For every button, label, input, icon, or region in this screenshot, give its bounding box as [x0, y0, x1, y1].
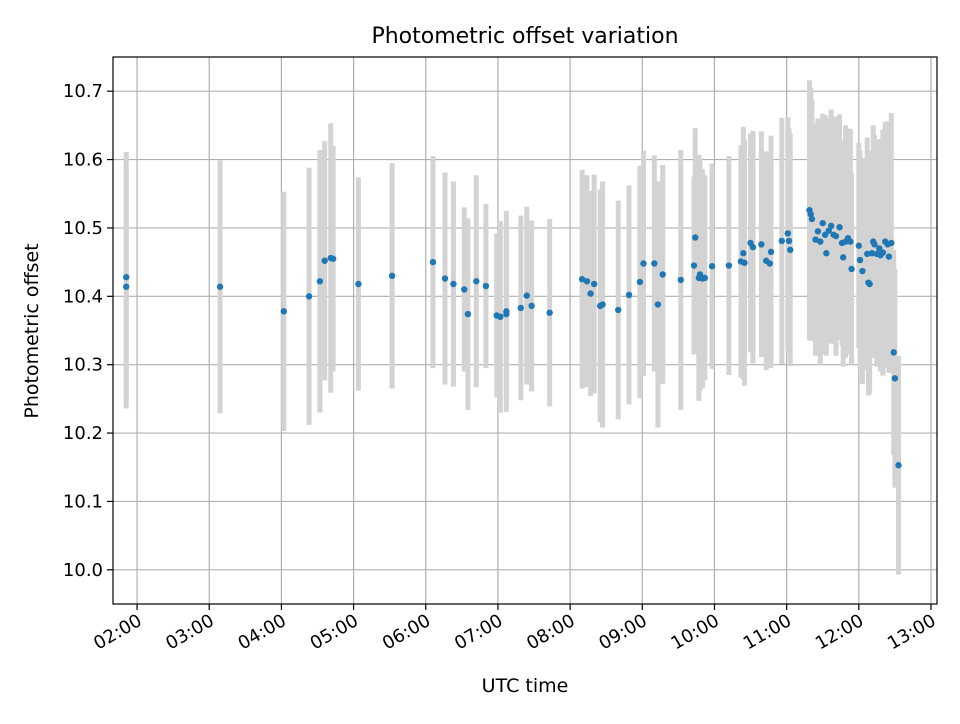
data-point	[677, 276, 684, 284]
data-point	[817, 238, 824, 245]
data-point	[216, 283, 224, 290]
data-point	[546, 309, 553, 316]
data-point	[517, 304, 524, 312]
data-point	[856, 256, 864, 264]
data-point	[321, 257, 328, 264]
data-point	[123, 273, 130, 281]
data-point	[659, 271, 666, 278]
y-tick-label: 10.0	[63, 560, 103, 581]
data-point	[891, 375, 899, 382]
data-point	[497, 313, 504, 321]
data-point	[787, 246, 794, 254]
y-tick-label: 10.5	[63, 218, 103, 239]
data-point	[651, 260, 658, 267]
data-point	[888, 239, 895, 247]
data-point	[827, 222, 835, 230]
data-point	[590, 280, 598, 288]
data-point	[832, 232, 840, 240]
data-point	[503, 310, 510, 318]
data-point	[885, 253, 893, 260]
data-point	[864, 250, 871, 258]
data-point	[280, 308, 288, 315]
data-point	[725, 262, 733, 269]
data-point	[523, 292, 531, 299]
data-point	[821, 231, 829, 238]
data-point	[758, 241, 765, 248]
data-point	[890, 349, 897, 356]
data-point	[690, 262, 698, 269]
data-point	[123, 283, 130, 290]
data-point	[785, 237, 793, 245]
data-point	[823, 250, 830, 257]
data-point	[868, 250, 876, 257]
data-point	[807, 211, 814, 218]
y-axis-label: Photometric offset	[21, 243, 43, 418]
data-point	[740, 250, 747, 257]
y-tick-label: 10.2	[63, 423, 103, 444]
data-point	[599, 301, 606, 308]
data-point	[741, 259, 748, 267]
data-point	[701, 274, 709, 282]
data-point	[583, 278, 591, 285]
data-point	[528, 302, 535, 310]
data-point	[819, 219, 826, 227]
data-point	[429, 258, 437, 266]
y-axis-ticks: 10.0 10.1 10.2 10.3 10.4 10.5 10.6 10.7	[63, 81, 113, 581]
y-tick-label: 10.1	[63, 491, 103, 512]
data-point	[450, 280, 457, 288]
y-tick-label: 10.7	[63, 81, 103, 102]
data-point	[578, 276, 586, 283]
data-point	[848, 265, 855, 273]
data-point	[847, 238, 854, 245]
data-point	[464, 310, 472, 318]
plot-area-frame	[112, 56, 938, 605]
data-point	[866, 280, 873, 288]
x-axis-label: UTC time	[482, 675, 569, 697]
data-point	[461, 286, 468, 293]
data-point	[766, 260, 773, 267]
data-point	[879, 249, 887, 256]
data-point	[808, 215, 816, 223]
chart-title: Photometric offset variation	[371, 24, 678, 49]
y-tick-label: 10.4	[63, 286, 103, 307]
data-point	[482, 282, 490, 290]
data-point	[895, 461, 902, 469]
data-point	[316, 278, 324, 285]
data-point	[708, 263, 716, 270]
data-point	[654, 301, 662, 308]
data-point	[441, 275, 449, 282]
data-point	[871, 241, 878, 248]
y-tick-label: 10.3	[63, 355, 103, 376]
data-point	[767, 248, 775, 256]
data-point	[839, 254, 847, 261]
data-point	[814, 228, 822, 235]
data-point	[587, 290, 594, 297]
data-point	[778, 237, 786, 245]
data-point	[615, 306, 622, 314]
data-point	[692, 234, 699, 241]
data-point	[749, 243, 757, 251]
data-point	[473, 278, 480, 285]
data-point	[625, 291, 633, 299]
data-point	[355, 280, 362, 288]
data-point	[836, 224, 843, 231]
data-point	[812, 236, 819, 243]
data-point	[876, 245, 883, 252]
data-point	[636, 278, 644, 286]
data-point	[855, 242, 863, 249]
data-point	[784, 230, 792, 237]
data-point	[329, 255, 337, 262]
data-point	[859, 267, 866, 275]
data-points	[123, 206, 902, 469]
data-point	[640, 260, 647, 267]
data-point	[825, 227, 832, 234]
y-tick-label: 10.6	[63, 150, 103, 171]
data-point	[305, 293, 313, 300]
data-point	[388, 272, 396, 279]
